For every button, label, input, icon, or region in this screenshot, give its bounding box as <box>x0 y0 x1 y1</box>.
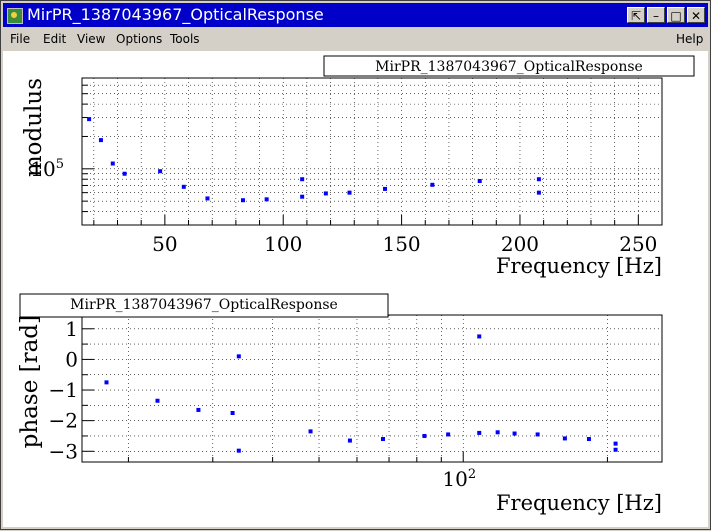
data-point <box>230 411 235 415</box>
data-point <box>181 184 186 189</box>
data-point <box>535 432 540 437</box>
data-point <box>380 437 385 442</box>
minimize-button[interactable]: – <box>647 7 665 23</box>
x-tick-label: 150 <box>382 232 420 256</box>
data-point <box>586 437 591 442</box>
menu-edit[interactable]: Edit <box>43 32 67 46</box>
data-point <box>446 432 451 437</box>
data-point <box>512 431 517 436</box>
phase-legend: MirPR_1387043967_OpticalResponse <box>19 293 389 318</box>
data-point <box>613 447 618 452</box>
data-point <box>347 438 352 443</box>
data-point <box>347 190 352 195</box>
phase-points <box>104 334 618 453</box>
data-point <box>87 117 92 122</box>
phase-frame <box>81 314 663 463</box>
data-point <box>477 179 482 184</box>
data-point <box>383 186 388 191</box>
phase-x-axis-label: Frequency [Hz] <box>496 491 662 515</box>
modulus-legend: MirPR_1387043967_OpticalResponse <box>323 55 695 77</box>
y-tick-label: 1 <box>65 317 78 341</box>
data-point <box>562 436 567 441</box>
data-point <box>613 441 618 446</box>
data-point <box>323 191 328 196</box>
modulus-frame <box>81 77 663 226</box>
modulus-legend-box <box>323 55 695 77</box>
data-point <box>308 429 313 434</box>
phase-pad: 102 −3 −2 −1 0 1 Frequency [Hz] phase [rad] M… <box>17 293 663 515</box>
y-tick-label-exponent: 5 <box>56 157 64 172</box>
data-point <box>104 380 109 385</box>
x-tick-label: 100 <box>264 232 302 256</box>
y-tick-label: 0 <box>65 347 78 371</box>
modulus-points <box>87 117 541 203</box>
plot-canvas[interactable]: 50 100 150 200 250 1 0 5 Frequency [Hz] modulus… <box>3 51 708 527</box>
data-point <box>300 177 305 182</box>
menu-bar: File Edit View Options Tools Help <box>3 28 708 50</box>
data-point <box>122 171 127 176</box>
maximize-button[interactable]: □ <box>667 7 685 23</box>
modulus-grid <box>82 78 662 225</box>
y-tick-label: −2 <box>49 409 78 433</box>
data-point <box>196 407 201 412</box>
menu-tools[interactable]: Tools <box>170 32 200 46</box>
modulus-legend-title: MirPR_1387043967_OpticalResponse <box>375 59 643 75</box>
window-title: MirPR_1387043967_OpticalResponse <box>27 5 324 24</box>
data-point <box>236 354 241 359</box>
phase-legend-title: MirPR_1387043967_OpticalResponse <box>70 297 338 313</box>
menu-view[interactable]: View <box>77 32 106 46</box>
menu-options[interactable]: Options <box>116 32 163 46</box>
y-tick-label: −3 <box>49 439 78 463</box>
data-point <box>110 161 115 166</box>
maximize-alt-button[interactable]: ⇱ <box>627 7 645 23</box>
data-point <box>536 177 541 182</box>
modulus-x-axis-label: Frequency [Hz] <box>496 254 662 278</box>
data-point <box>430 182 435 187</box>
y-tick-label: −1 <box>49 378 78 402</box>
data-point <box>477 334 482 339</box>
data-point <box>155 398 160 403</box>
phase-grid <box>82 315 662 462</box>
menu-help[interactable]: Help <box>676 32 704 46</box>
data-point <box>98 138 103 143</box>
data-point <box>422 433 427 438</box>
close-button[interactable]: ✕ <box>687 7 705 23</box>
phase-ticks: 102 −3 −2 −1 0 1 <box>49 317 608 491</box>
data-point <box>205 196 210 201</box>
x-tick-label: 102 <box>442 467 476 491</box>
menu-file[interactable]: File <box>10 32 31 46</box>
data-point <box>536 190 541 195</box>
modulus-y-axis-label: modulus <box>21 78 47 177</box>
data-point <box>158 169 163 174</box>
data-point <box>236 448 241 453</box>
x-tick-label: 50 <box>152 232 177 256</box>
plots-svg: 50 100 150 200 250 1 0 5 Frequency [Hz] modulus… <box>17 55 695 515</box>
x-tick-label-exponent: 2 <box>468 467 476 482</box>
data-point <box>240 198 245 203</box>
data-point <box>495 430 500 435</box>
x-tick-label: 250 <box>619 232 657 256</box>
data-point <box>264 197 269 202</box>
phase-y-axis-label: phase [rad] <box>17 315 43 448</box>
x-tick-label: 200 <box>501 232 539 256</box>
phase-legend-box <box>19 293 389 318</box>
data-point <box>477 430 482 435</box>
title-bar[interactable]: MirPR_1387043967_OpticalResponse ⇱ – □ ✕ <box>3 3 708 27</box>
data-point <box>300 194 305 199</box>
root-app-icon[interactable] <box>7 8 23 24</box>
